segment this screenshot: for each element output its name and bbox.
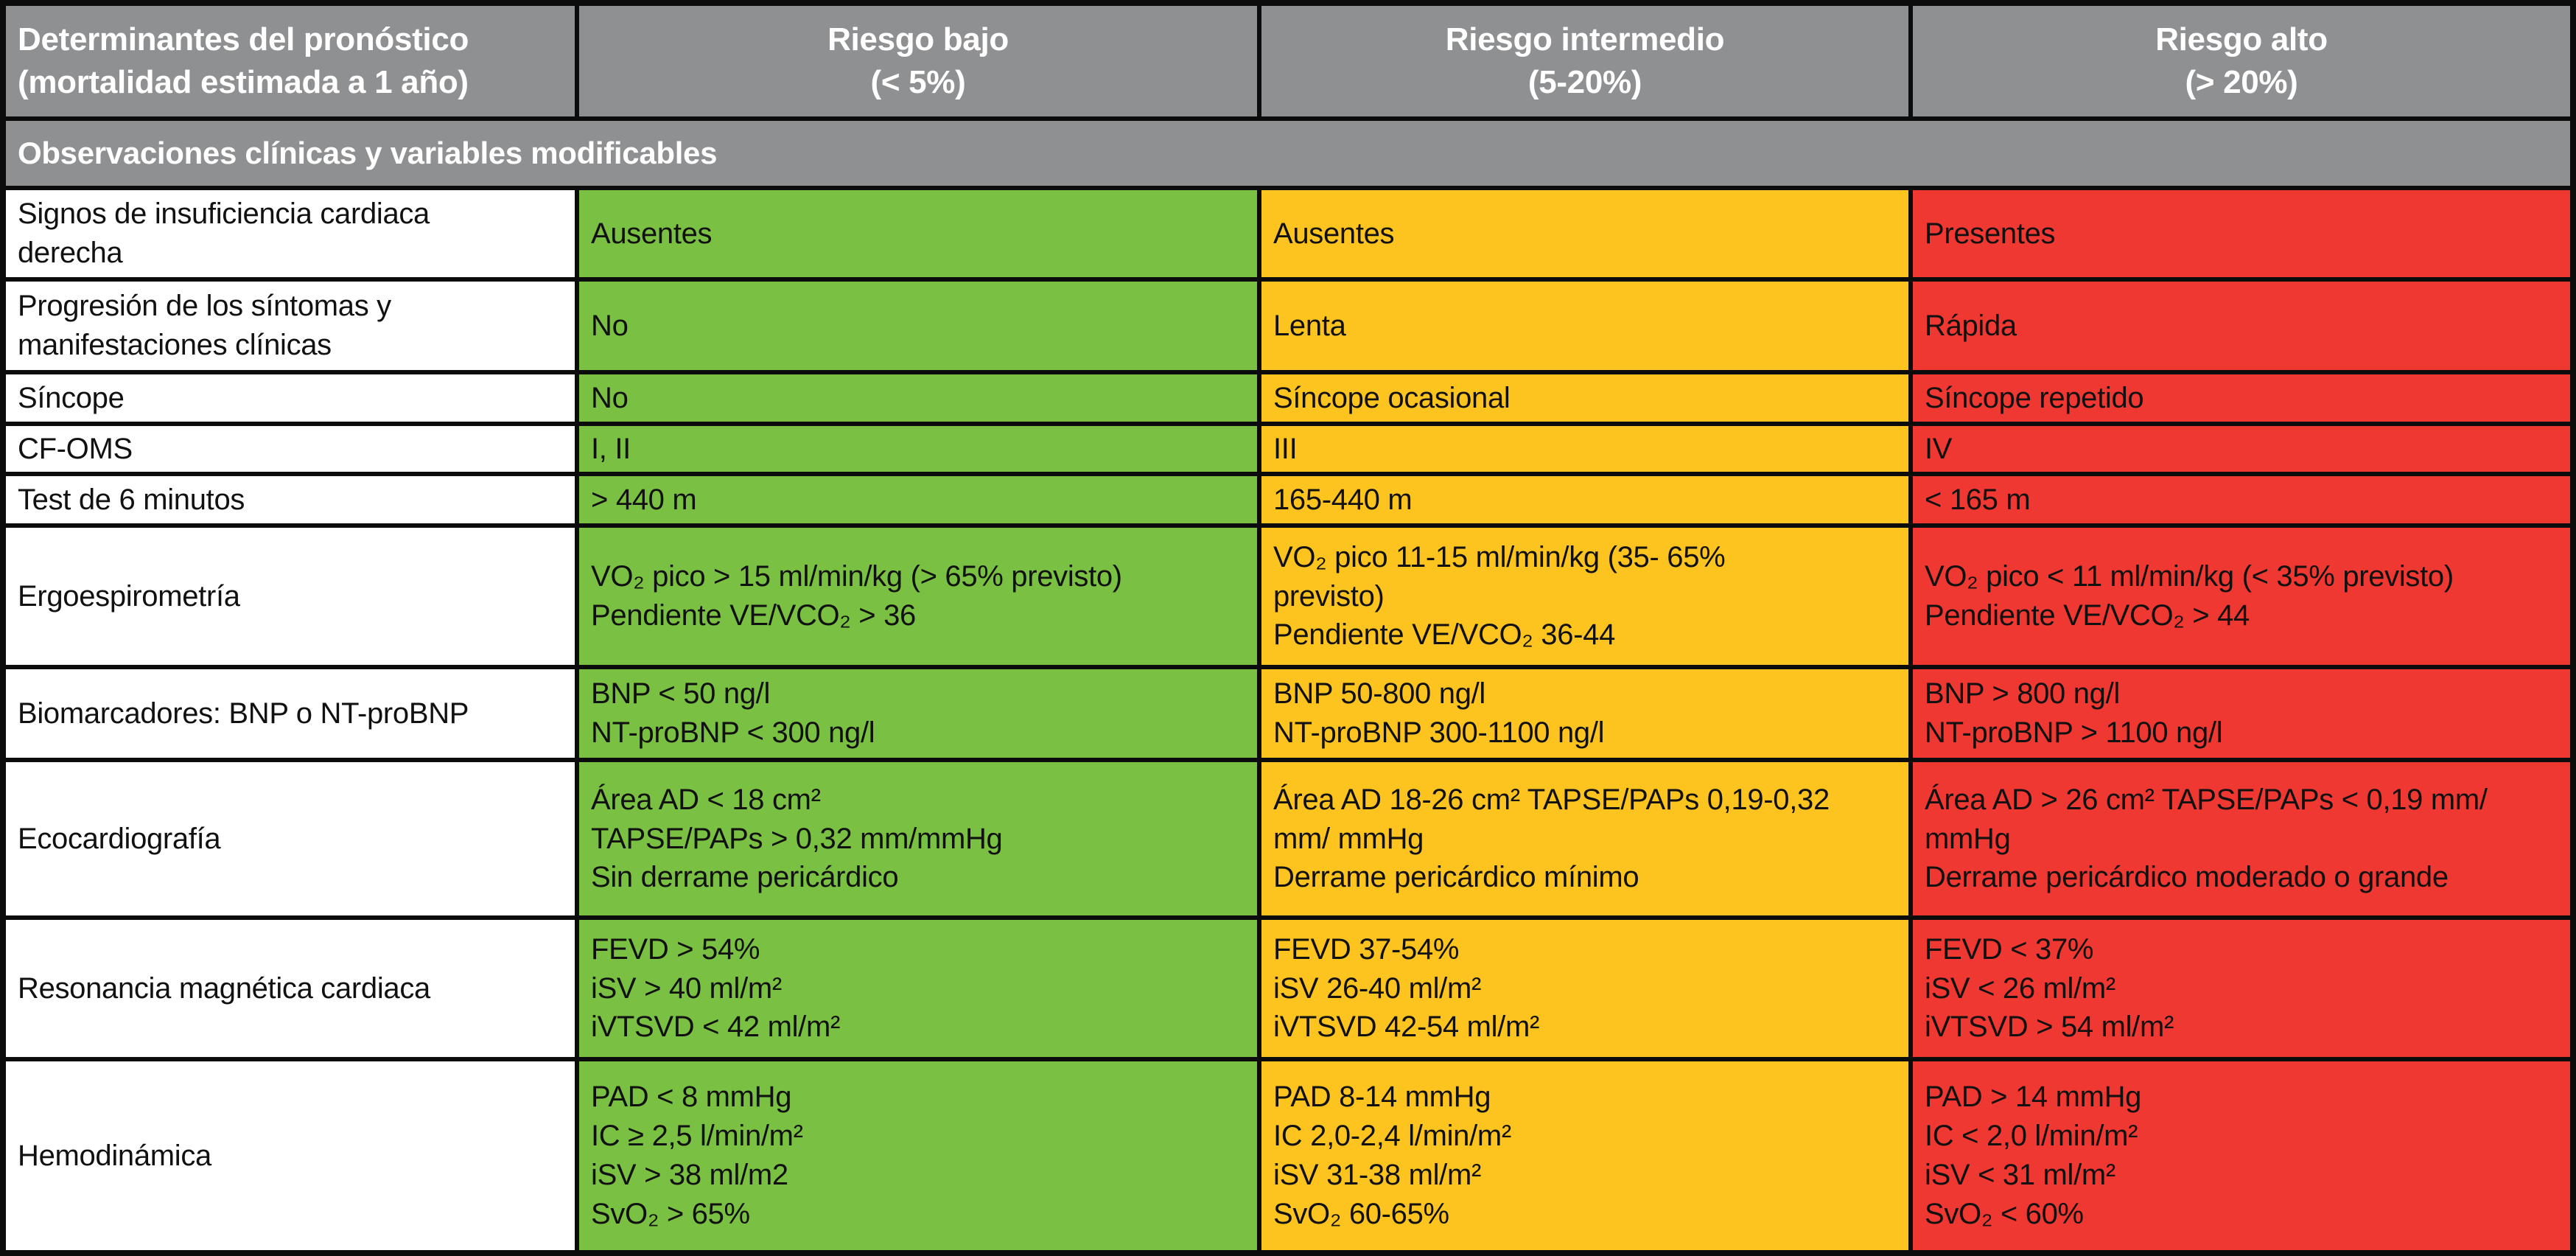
row-cf-oms-low-cell: I, II — [579, 426, 1257, 472]
row-6-minute-test-label: Test de 6 minutos — [6, 476, 575, 523]
row-cardiac-mri-intermediate-cell: FEVD 37-54% iSV 26-40 ml/m² iVTSVD 42-54… — [1261, 920, 1908, 1057]
row-ergospirometry-intermediate-cell: VO₂ pico 11-15 ml/min/kg (35- 65% previs… — [1261, 528, 1908, 665]
row-cf-oms-intermediate-cell: III — [1261, 426, 1908, 472]
row-symptom-progression-low-cell: No — [579, 282, 1257, 370]
row-right-heart-failure-intermediate-cell: Ausentes — [1261, 190, 1908, 277]
row-cardiac-mri-high-cell: FEVD < 37% iSV < 26 ml/m² iVTSVD > 54 ml… — [1913, 920, 2570, 1057]
row-hemodynamics-high-cell: PAD > 14 mmHg IC < 2,0 l/min/m² iSV < 31… — [1913, 1061, 2570, 1250]
row-hemodynamics-label: Hemodinámica — [6, 1061, 575, 1250]
row-echocardiography-high-cell: Área AD > 26 cm² TAPSE/PAPs < 0,19 mm/ m… — [1913, 762, 2570, 915]
row-syncope-label: Síncope — [6, 374, 575, 422]
header-risk-low: Riesgo bajo (< 5%) — [579, 6, 1257, 116]
row-echocardiography-label: Ecocardiografía — [6, 762, 575, 915]
row-syncope-high-cell: Síncope repetido — [1913, 374, 2570, 422]
row-syncope-low-cell: No — [579, 374, 1257, 422]
row-symptom-progression-label: Progresión de los síntomas y manifestaci… — [6, 282, 575, 370]
header-determinants: Determinantes del pronóstico (mortalidad… — [6, 6, 575, 116]
row-cardiac-mri-low-cell: FEVD > 54% iSV > 40 ml/m² iVTSVD < 42 ml… — [579, 920, 1257, 1057]
row-cardiac-mri-label: Resonancia magnética cardiaca — [6, 920, 575, 1057]
header-risk-high: Riesgo alto (> 20%) — [1913, 6, 2570, 116]
row-6-minute-test-low-cell: > 440 m — [579, 476, 1257, 523]
row-biomarkers-intermediate-cell: BNP 50-800 ng/l NT-proBNP 300-1100 ng/l — [1261, 669, 1908, 758]
row-right-heart-failure-high-cell: Presentes — [1913, 190, 2570, 277]
row-symptom-progression-intermediate-cell: Lenta — [1261, 282, 1908, 370]
row-hemodynamics-low-cell: PAD < 8 mmHg IC ≥ 2,5 l/min/m² iSV > 38 … — [579, 1061, 1257, 1250]
row-ergospirometry-low-cell: VO₂ pico > 15 ml/min/kg (> 65% previsto)… — [579, 528, 1257, 665]
row-hemodynamics-intermediate-cell: PAD 8-14 mmHg IC 2,0-2,4 l/min/m² iSV 31… — [1261, 1061, 1908, 1250]
row-cf-oms-high-cell: IV — [1913, 426, 2570, 472]
row-biomarkers-high-cell: BNP > 800 ng/l NT-proBNP > 1100 ng/l — [1913, 669, 2570, 758]
row-6-minute-test-intermediate-cell: 165-440 m — [1261, 476, 1908, 523]
row-ergospirometry-high-cell: VO₂ pico < 11 ml/min/kg (< 35% previsto)… — [1913, 528, 2570, 665]
row-cf-oms-label: CF-OMS — [6, 426, 575, 472]
row-biomarkers-label: Biomarcadores: BNP o NT-proBNP — [6, 669, 575, 758]
row-syncope-intermediate-cell: Síncope ocasional — [1261, 374, 1908, 422]
header-risk-intermediate: Riesgo intermedio (5-20%) — [1261, 6, 1908, 116]
row-6-minute-test-high-cell: < 165 m — [1913, 476, 2570, 523]
row-right-heart-failure-label: Signos de insuficiencia cardiaca derecha — [6, 190, 575, 277]
row-echocardiography-intermediate-cell: Área AD 18-26 cm² TAPSE/PAPs 0,19-0,32 m… — [1261, 762, 1908, 915]
row-biomarkers-low-cell: BNP < 50 ng/l NT-proBNP < 300 ng/l — [579, 669, 1257, 758]
row-symptom-progression-high-cell: Rápida — [1913, 282, 2570, 370]
row-echocardiography-low-cell: Área AD < 18 cm² TAPSE/PAPs > 0,32 mm/mm… — [579, 762, 1257, 915]
section-clinical-observations: Observaciones clínicas y variables modif… — [6, 121, 2570, 186]
row-right-heart-failure-low-cell: Ausentes — [579, 190, 1257, 277]
row-ergospirometry-label: Ergoespirometría — [6, 528, 575, 665]
